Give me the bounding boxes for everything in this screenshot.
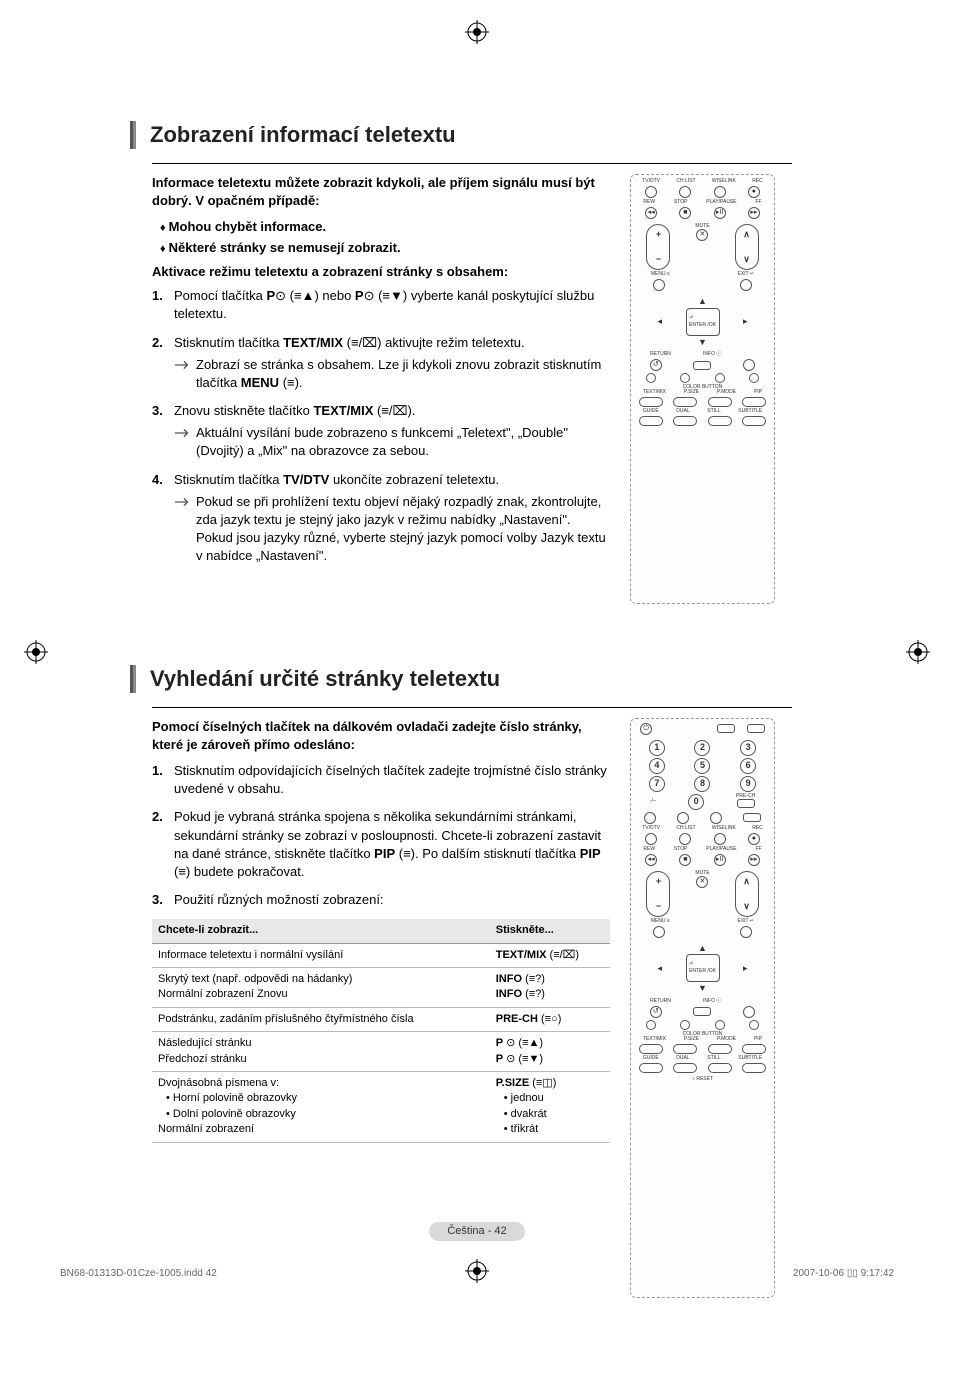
step-number: 4. bbox=[152, 471, 174, 566]
table-cell: P.SIZE (≡◫)jednoudvakráttřikrát bbox=[490, 1072, 610, 1143]
table-row: Skrytý text (např. odpovědi na hádanky)N… bbox=[152, 968, 610, 1008]
imprint-left: BN68-01313D-01Cze-1005.indd 42 bbox=[60, 1267, 217, 1281]
subheading: Aktivace režimu teletextu a zobrazení st… bbox=[152, 263, 610, 281]
table-header: Stiskněte... bbox=[490, 919, 610, 943]
table-row: Informace teletextu i normální vysíláníT… bbox=[152, 943, 610, 967]
crop-mark-left bbox=[24, 640, 48, 664]
arrow-icon bbox=[174, 493, 196, 566]
table-row: Podstránku, zadáním příslušného čtyřmíst… bbox=[152, 1007, 610, 1031]
page-footer: Čeština - 42 bbox=[0, 1221, 954, 1241]
section-teletext-info: Zobrazení informací teletextu Informace … bbox=[130, 120, 894, 604]
step-number: 1. bbox=[152, 287, 174, 323]
remote-illustration: ⏻123456789-/--0PRE-CHTV/DTVCH LISTWISELI… bbox=[630, 718, 775, 1298]
step-note: Aktuální vysílání bude zobrazeno s funkc… bbox=[174, 424, 610, 460]
step-body: Použití různých možností zobrazení: bbox=[174, 891, 610, 909]
step-item: 2.Pokud je vybraná stránka spojena s něk… bbox=[152, 808, 610, 881]
section-teletext-page: Vyhledání určité stránky teletextu Pomoc… bbox=[130, 664, 894, 1298]
table-row: Dvojnásobná písmena v:Horní polovině obr… bbox=[152, 1072, 610, 1143]
title-mark-icon bbox=[130, 665, 136, 693]
step-number: 2. bbox=[152, 334, 174, 393]
step-body: Stisknutím tlačítka TEXT/MIX (≡/⌧) aktiv… bbox=[174, 334, 610, 393]
bullet-item: Některé stránky se nemusejí zobrazit. bbox=[160, 239, 610, 257]
table-cell: Skrytý text (např. odpovědi na hádanky)N… bbox=[152, 968, 490, 1008]
step-body: Znovu stiskněte tlačítko TEXT/MIX (≡/⌧).… bbox=[174, 402, 610, 461]
bullet-item: Mohou chybět informace. bbox=[160, 218, 610, 236]
step-item: 3.Použití různých možností zobrazení: bbox=[152, 891, 610, 909]
arrow-icon bbox=[174, 424, 196, 460]
step-item: 4.Stisknutím tlačítka TV/DTV ukončíte zo… bbox=[152, 471, 610, 566]
options-table: Chcete-li zobrazit... Stiskněte... Infor… bbox=[152, 919, 610, 1142]
step-body: Stisknutím tlačítka TV/DTV ukončíte zobr… bbox=[174, 471, 610, 566]
imprint-row: BN68-01313D-01Cze-1005.indd 42 2007-10-0… bbox=[60, 1267, 894, 1281]
title-underline bbox=[152, 707, 792, 708]
step-body: Pomocí tlačítka P⊙ (≡▲) nebo P⊙ (≡▼) vyb… bbox=[174, 287, 610, 323]
title-underline bbox=[152, 163, 792, 164]
step-note: Pokud se při prohlížení textu objeví něj… bbox=[174, 493, 610, 566]
step-body: Stisknutím odpovídajících číselných tlač… bbox=[174, 762, 610, 798]
step-item: 1.Stisknutím odpovídajících číselných tl… bbox=[152, 762, 610, 798]
steps-list: 1.Pomocí tlačítka P⊙ (≡▲) nebo P⊙ (≡▼) v… bbox=[152, 287, 610, 565]
page-badge: Čeština - 42 bbox=[429, 1222, 524, 1241]
arrow-icon bbox=[174, 356, 196, 392]
step-number: 1. bbox=[152, 762, 174, 798]
step-number: 2. bbox=[152, 808, 174, 881]
intro-text: Pomocí číselných tlačítek na dálkovém ov… bbox=[152, 718, 610, 754]
table-cell: TEXT/MIX (≡/⌧) bbox=[490, 943, 610, 967]
step-number: 3. bbox=[152, 402, 174, 461]
table-row: Následující stránkuPředchozí stránkuP ⊙ … bbox=[152, 1032, 610, 1072]
step-note: Zobrazí se stránka s obsahem. Lze ji kdy… bbox=[174, 356, 610, 392]
step-item: 2.Stisknutím tlačítka TEXT/MIX (≡/⌧) akt… bbox=[152, 334, 610, 393]
steps-list: 1.Stisknutím odpovídajících číselných tl… bbox=[152, 762, 610, 909]
bullet-list: Mohou chybět informace. Některé stránky … bbox=[152, 218, 610, 257]
step-item: 3.Znovu stiskněte tlačítko TEXT/MIX (≡/⌧… bbox=[152, 402, 610, 461]
section-title: Vyhledání určité stránky teletextu bbox=[150, 664, 500, 695]
crop-mark-right bbox=[906, 640, 930, 664]
table-cell: Následující stránkuPředchozí stránku bbox=[152, 1032, 490, 1072]
table-cell: INFO (≡?)INFO (≡?) bbox=[490, 968, 610, 1008]
table-cell: PRE-CH (≡○) bbox=[490, 1007, 610, 1031]
remote-illustration: TV/DTVCH LISTWISELINKREC●REWSTOPPLAY/PAU… bbox=[630, 174, 775, 604]
table-header: Chcete-li zobrazit... bbox=[152, 919, 490, 943]
step-item: 1.Pomocí tlačítka P⊙ (≡▲) nebo P⊙ (≡▼) v… bbox=[152, 287, 610, 323]
section-title: Zobrazení informací teletextu bbox=[150, 120, 456, 151]
step-body: Pokud je vybraná stránka spojena s někol… bbox=[174, 808, 610, 881]
crop-mark-top bbox=[465, 20, 489, 44]
table-cell: Podstránku, zadáním příslušného čtyřmíst… bbox=[152, 1007, 490, 1031]
title-mark-icon bbox=[130, 121, 136, 149]
imprint-right: 2007-10-06 ▯▯ 9:17:42 bbox=[793, 1267, 894, 1281]
intro-text: Informace teletextu můžete zobrazit kdyk… bbox=[152, 174, 610, 210]
step-number: 3. bbox=[152, 891, 174, 909]
table-cell: P ⊙ (≡▲)P ⊙ (≡▼) bbox=[490, 1032, 610, 1072]
table-cell: Informace teletextu i normální vysílání bbox=[152, 943, 490, 967]
table-cell: Dvojnásobná písmena v:Horní polovině obr… bbox=[152, 1072, 490, 1143]
